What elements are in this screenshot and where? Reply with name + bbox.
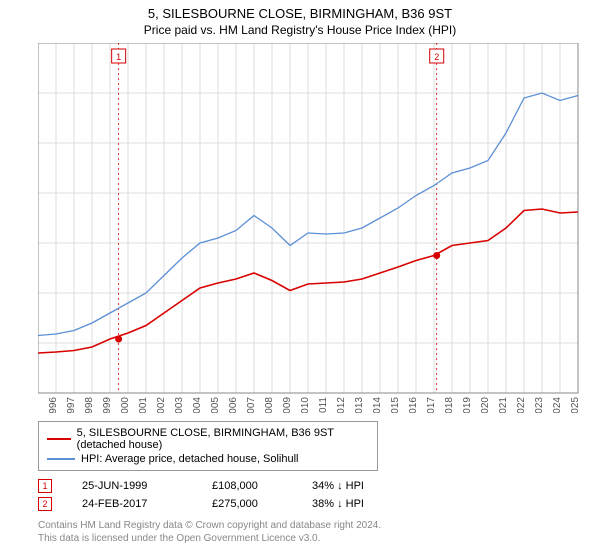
legend-swatch xyxy=(47,438,71,440)
svg-text:2005: 2005 xyxy=(210,397,221,413)
svg-text:2021: 2021 xyxy=(498,397,509,413)
sale-marker-box: 1 xyxy=(38,479,52,493)
footer-line-1: Contains HM Land Registry data © Crown c… xyxy=(38,519,600,532)
line-chart-svg: £0£100K£200K£300K£400K£500K£600K£700K199… xyxy=(38,43,598,413)
svg-text:2016: 2016 xyxy=(408,397,419,413)
sale-delta: 38% ↓ HPI xyxy=(312,498,402,510)
svg-text:2014: 2014 xyxy=(372,397,383,413)
sale-delta: 34% ↓ HPI xyxy=(312,480,402,492)
chart-area: £0£100K£200K£300K£400K£500K£600K£700K199… xyxy=(38,43,598,413)
svg-text:2007: 2007 xyxy=(246,397,257,413)
chart-title: 5, SILESBOURNE CLOSE, BIRMINGHAM, B36 9S… xyxy=(0,0,600,21)
svg-text:2010: 2010 xyxy=(300,397,311,413)
legend-box: 5, SILESBOURNE CLOSE, BIRMINGHAM, B36 9S… xyxy=(38,421,378,471)
svg-text:2008: 2008 xyxy=(264,397,275,413)
svg-text:2022: 2022 xyxy=(516,397,527,413)
chart-subtitle: Price paid vs. HM Land Registry's House … xyxy=(0,21,600,43)
svg-text:2001: 2001 xyxy=(138,397,149,413)
svg-text:2004: 2004 xyxy=(192,397,203,413)
svg-text:2023: 2023 xyxy=(534,397,545,413)
svg-text:2012: 2012 xyxy=(336,397,347,413)
svg-text:2013: 2013 xyxy=(354,397,365,413)
legend-label: 5, SILESBOURNE CLOSE, BIRMINGHAM, B36 9S… xyxy=(77,427,369,451)
legend-item: HPI: Average price, detached house, Soli… xyxy=(47,452,369,466)
sale-price: £108,000 xyxy=(212,480,282,492)
svg-text:1997: 1997 xyxy=(66,397,77,413)
sale-row: 2 24-FEB-2017 £275,000 38% ↓ HPI xyxy=(38,495,600,513)
svg-text:2015: 2015 xyxy=(390,397,401,413)
legend-label: HPI: Average price, detached house, Soli… xyxy=(81,453,299,465)
sale-marker-box: 2 xyxy=(38,497,52,511)
svg-text:2020: 2020 xyxy=(480,397,491,413)
svg-text:2025: 2025 xyxy=(570,397,581,413)
svg-text:2011: 2011 xyxy=(318,397,329,413)
svg-text:1996: 1996 xyxy=(48,397,59,413)
legend-swatch xyxy=(47,458,75,460)
svg-text:2018: 2018 xyxy=(444,397,455,413)
svg-text:2009: 2009 xyxy=(282,397,293,413)
svg-text:2003: 2003 xyxy=(174,397,185,413)
svg-text:2024: 2024 xyxy=(552,397,563,413)
svg-text:2019: 2019 xyxy=(462,397,473,413)
svg-text:2006: 2006 xyxy=(228,397,239,413)
svg-text:2002: 2002 xyxy=(156,397,167,413)
sale-row: 1 25-JUN-1999 £108,000 34% ↓ HPI xyxy=(38,477,600,495)
sale-date: 25-JUN-1999 xyxy=(82,480,182,492)
sales-table: 1 25-JUN-1999 £108,000 34% ↓ HPI 2 24-FEB-201… xyxy=(38,477,600,513)
sale-date: 24-FEB-2017 xyxy=(82,498,182,510)
svg-text:1995: 1995 xyxy=(38,397,41,413)
sale-price: £275,000 xyxy=(212,498,282,510)
svg-text:2: 2 xyxy=(434,52,439,62)
footer-line-2: This data is licensed under the Open Gov… xyxy=(38,532,600,545)
svg-text:1999: 1999 xyxy=(102,397,113,413)
svg-text:1998: 1998 xyxy=(84,397,95,413)
svg-text:2017: 2017 xyxy=(426,397,437,413)
svg-text:2000: 2000 xyxy=(120,397,131,413)
legend-item: 5, SILESBOURNE CLOSE, BIRMINGHAM, B36 9S… xyxy=(47,426,369,452)
svg-text:1: 1 xyxy=(116,52,121,62)
footer-attribution: Contains HM Land Registry data © Crown c… xyxy=(38,519,600,545)
